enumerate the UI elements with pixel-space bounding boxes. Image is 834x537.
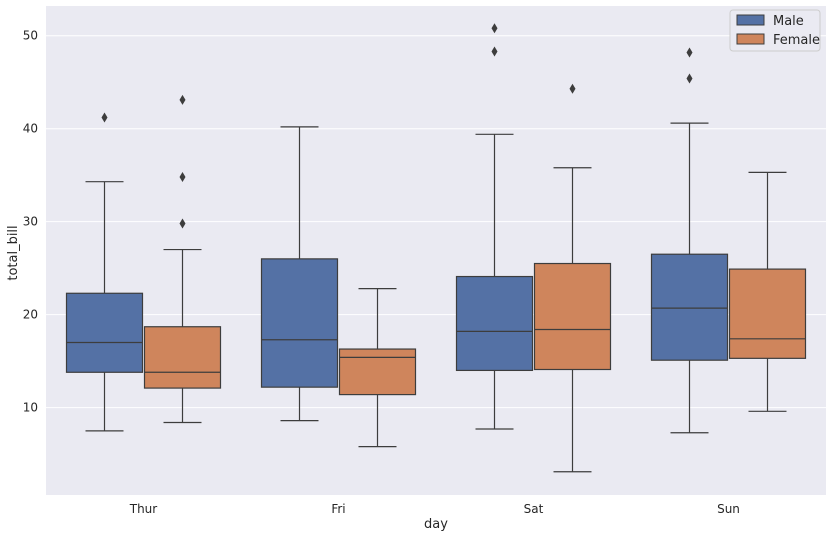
box-female-sun	[728, 171, 807, 412]
box-male-thur	[65, 112, 144, 432]
outlier-female-sat-0	[569, 83, 576, 94]
outlier-male-sat-0	[491, 46, 498, 57]
x-tick-label-thur: Thur	[129, 502, 158, 516]
plot-background	[46, 6, 826, 495]
outlier-female-thur-2	[179, 94, 186, 105]
box-body-male-thur	[65, 292, 144, 373]
outlier-male-sun-0	[686, 73, 693, 84]
legend: Male Female	[729, 9, 821, 52]
y-axis-label: total_bill	[6, 225, 21, 280]
outlier-male-sun-1	[686, 47, 693, 58]
outlier-male-sat-1	[491, 23, 498, 34]
outlier-male-thur-0	[101, 112, 108, 123]
box-male-sun	[650, 47, 729, 434]
x-tick-labels: Thur Fri Sat Sun	[129, 502, 740, 516]
legend-swatch-female	[736, 33, 765, 45]
x-tick-label-fri: Fri	[331, 502, 345, 516]
outlier-female-thur-0	[179, 218, 186, 229]
box-body-female-sun	[728, 268, 807, 359]
y-tick-label-50: 50	[23, 29, 38, 43]
x-tick-label-sat: Sat	[524, 502, 544, 516]
legend-label-male: Male	[773, 14, 804, 29]
box-body-male-sun	[650, 253, 729, 361]
legend-label-female: Female	[773, 33, 820, 48]
x-tick-label-sun: Sun	[717, 502, 740, 516]
y-tick-label-20: 20	[23, 308, 38, 322]
y-tick-label-40: 40	[23, 122, 38, 136]
y-tick-label-30: 30	[23, 215, 38, 229]
box-female-fri	[338, 288, 417, 448]
box-female-sat	[533, 83, 612, 473]
box-body-female-thur	[143, 326, 222, 389]
y-tick-labels: 10 20 30 40 50	[23, 29, 38, 415]
box-male-fri	[260, 126, 339, 422]
box-body-male-sat	[455, 275, 534, 372]
box-female-thur	[143, 94, 222, 424]
legend-swatch-male	[736, 14, 765, 26]
box-body-female-fri	[338, 348, 417, 396]
outlier-female-thur-1	[179, 172, 186, 183]
x-axis-label: day	[424, 517, 448, 532]
y-tick-label-10: 10	[23, 401, 38, 415]
box-series	[65, 23, 807, 473]
box-body-male-fri	[260, 258, 339, 388]
box-body-female-sat	[533, 262, 612, 371]
box-male-sat	[455, 23, 534, 430]
